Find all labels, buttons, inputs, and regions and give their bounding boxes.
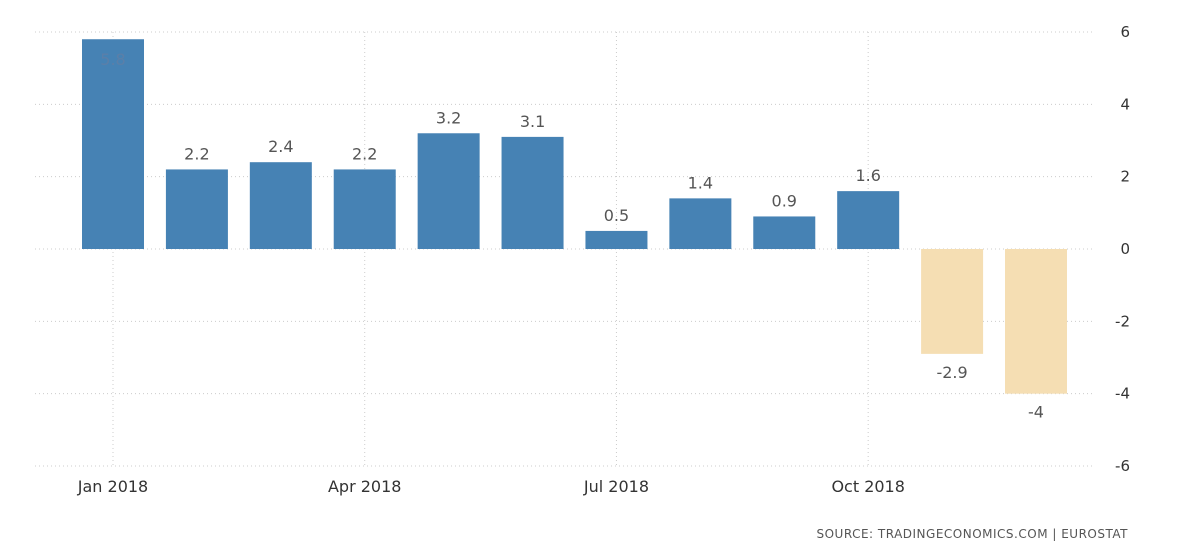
y-axis: 6 4 2 0 -2 -4 -6 (1115, 23, 1130, 475)
x-tick-label: Jan 2018 (77, 477, 148, 496)
source-note: SOURCE: TRADINGECONOMICS.COM | EUROSTAT (816, 527, 1128, 541)
bar (501, 136, 564, 249)
x-tick-label: Jul 2018 (583, 477, 649, 496)
data-labels: 5.8 2.2 2.4 2.2 3.2 3.1 0.5 1.4 0.9 1.6 -2.9 -4 (100, 50, 1044, 421)
y-tick-label: -2 (1115, 312, 1130, 330)
y-tick-label: -4 (1115, 385, 1130, 403)
bar (333, 169, 396, 249)
y-tick-label: 0 (1120, 240, 1130, 258)
data-label: 3.1 (520, 112, 545, 131)
data-label: 5.8 (100, 50, 125, 69)
data-label: 1.4 (688, 173, 713, 192)
bar (837, 191, 900, 249)
data-label: 2.2 (352, 144, 377, 163)
bars (82, 39, 1067, 394)
bar (1005, 249, 1067, 394)
y-tick-label: 4 (1120, 95, 1130, 113)
data-label: -2.9 (936, 363, 967, 382)
bar (165, 169, 228, 249)
bar-chart: 5.8 2.2 2.4 2.2 3.2 3.1 0.5 1.4 0.9 1.6 -2.9 -4 6 4 2… (35, 23, 1130, 496)
x-tick-label: Oct 2018 (831, 477, 904, 496)
y-tick-label: -6 (1115, 457, 1130, 475)
bar (669, 198, 732, 249)
bar (249, 162, 312, 249)
bar (417, 133, 480, 249)
y-tick-label: 2 (1120, 168, 1130, 186)
data-label: 3.2 (436, 108, 461, 127)
y-tick-label: 6 (1120, 23, 1130, 41)
data-label: 0.5 (604, 206, 629, 225)
bar (921, 249, 984, 354)
data-label: 2.4 (268, 137, 293, 156)
data-label: 0.9 (772, 191, 797, 210)
x-tick-label: Apr 2018 (328, 477, 401, 496)
data-label: -4 (1028, 403, 1044, 422)
bar (585, 230, 648, 249)
bar (753, 216, 816, 249)
x-axis: Jan 2018 Apr 2018 Jul 2018 Oct 2018 (77, 477, 905, 496)
data-label: 2.2 (184, 144, 209, 163)
bar (82, 39, 144, 249)
data-label: 1.6 (855, 166, 880, 185)
